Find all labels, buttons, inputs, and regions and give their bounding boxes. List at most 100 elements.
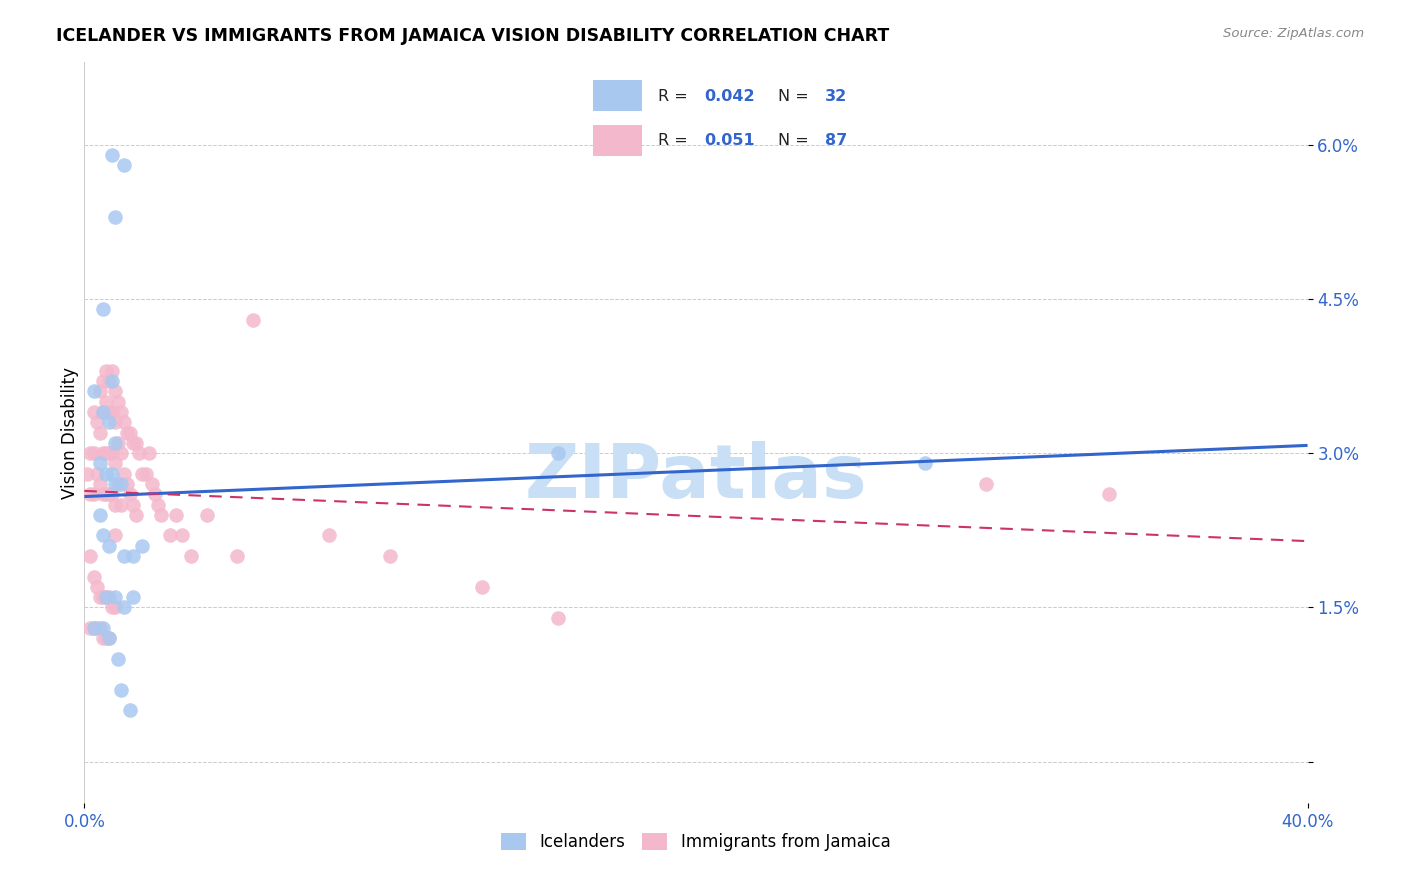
Point	[97, 487, 120, 501]
Point	[91, 446, 114, 460]
Point	[104, 590, 127, 604]
Point	[125, 436, 148, 450]
Point	[122, 498, 145, 512]
Point	[122, 436, 145, 450]
Point	[110, 405, 132, 419]
Point	[104, 477, 127, 491]
Point	[471, 580, 494, 594]
Point	[91, 405, 114, 419]
Point	[242, 312, 264, 326]
Point	[101, 600, 124, 615]
Point	[101, 487, 124, 501]
Point	[104, 498, 127, 512]
Point	[112, 415, 135, 429]
Point	[110, 498, 132, 512]
Point	[76, 467, 98, 481]
Point	[165, 508, 187, 522]
Point	[86, 467, 108, 481]
Point	[914, 457, 936, 471]
Point	[380, 549, 402, 563]
Text: ICELANDER VS IMMIGRANTS FROM JAMAICA VISION DISABILITY CORRELATION CHART: ICELANDER VS IMMIGRANTS FROM JAMAICA VIS…	[56, 27, 890, 45]
Point	[97, 539, 120, 553]
Point	[115, 477, 138, 491]
Point	[104, 384, 127, 399]
Point	[318, 528, 340, 542]
Point	[195, 508, 218, 522]
Point	[91, 374, 114, 388]
Point	[97, 415, 120, 429]
Point	[101, 364, 124, 378]
Text: 0.042: 0.042	[704, 89, 755, 104]
Point	[97, 590, 120, 604]
Point	[110, 477, 132, 491]
Point	[79, 621, 101, 635]
Point	[91, 528, 114, 542]
Point	[146, 498, 169, 512]
Point	[104, 415, 127, 429]
Point	[104, 210, 127, 224]
Point	[120, 703, 142, 717]
Y-axis label: Vision Disability: Vision Disability	[60, 367, 79, 499]
Point	[91, 405, 114, 419]
Point	[94, 394, 117, 409]
Point	[94, 590, 117, 604]
Bar	[593, 79, 643, 111]
Text: Source: ZipAtlas.com: Source: ZipAtlas.com	[1223, 27, 1364, 40]
Point	[104, 600, 127, 615]
Point	[86, 580, 108, 594]
Point	[94, 446, 117, 460]
Point	[135, 467, 157, 481]
Point	[91, 632, 114, 646]
Point	[79, 549, 101, 563]
Point	[122, 549, 145, 563]
Text: ZIPatlas: ZIPatlas	[524, 441, 868, 514]
Point	[83, 384, 105, 399]
Point	[97, 632, 120, 646]
Point	[91, 487, 114, 501]
Point	[83, 621, 105, 635]
Point	[115, 425, 138, 440]
Point	[89, 425, 111, 440]
Point	[97, 632, 120, 646]
Point	[110, 446, 132, 460]
Point	[107, 436, 129, 450]
Point	[101, 467, 124, 481]
Text: 32: 32	[825, 89, 846, 104]
Point	[112, 467, 135, 481]
Point	[112, 549, 135, 563]
Point	[91, 302, 114, 317]
Point	[138, 446, 160, 460]
Point	[104, 457, 127, 471]
Point	[180, 549, 202, 563]
Point	[94, 364, 117, 378]
Point	[79, 446, 101, 460]
Point	[131, 539, 153, 553]
Point	[104, 528, 127, 542]
Legend: Icelanders, Immigrants from Jamaica: Icelanders, Immigrants from Jamaica	[495, 826, 897, 857]
Point	[94, 467, 117, 481]
Point	[107, 394, 129, 409]
Point	[101, 405, 124, 419]
Point	[83, 446, 105, 460]
Point	[91, 590, 114, 604]
Point	[122, 590, 145, 604]
Point	[1098, 487, 1121, 501]
Point	[131, 467, 153, 481]
Point	[89, 508, 111, 522]
Point	[97, 405, 120, 419]
Point	[112, 600, 135, 615]
Text: N =: N =	[779, 89, 814, 104]
Text: R =: R =	[658, 89, 693, 104]
Text: N =: N =	[779, 133, 814, 148]
Point	[172, 528, 194, 542]
Point	[97, 374, 120, 388]
Point	[159, 528, 181, 542]
Point	[104, 436, 127, 450]
Point	[110, 682, 132, 697]
Text: R =: R =	[658, 133, 693, 148]
Point	[91, 621, 114, 635]
Point	[107, 652, 129, 666]
Point	[94, 487, 117, 501]
Point	[83, 569, 105, 583]
Point	[226, 549, 249, 563]
